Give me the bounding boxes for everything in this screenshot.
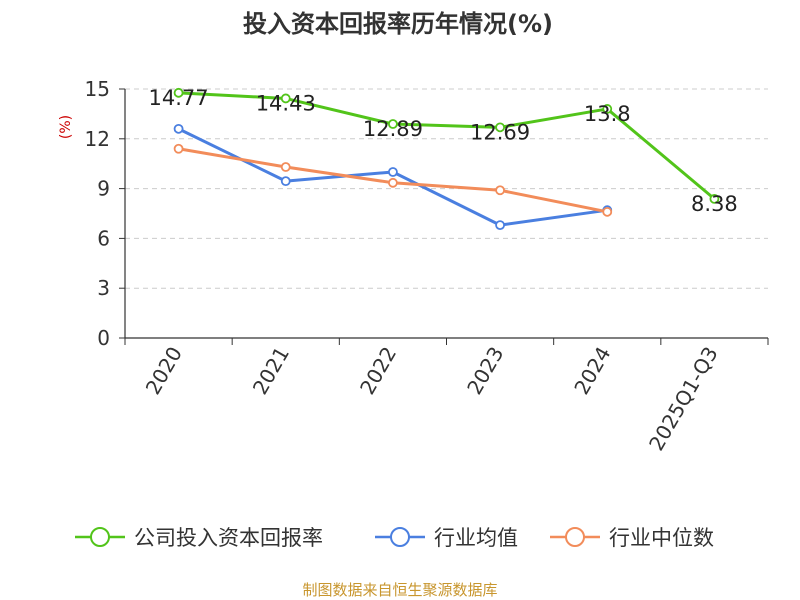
data-point [602, 206, 613, 217]
data-label: 14.43 [256, 91, 316, 115]
y-tick-label: 12 [85, 127, 110, 151]
data-point [709, 193, 720, 204]
data-point [388, 167, 398, 177]
y-tick-label: 6 [97, 226, 110, 250]
data-point [602, 104, 613, 114]
y-tick-label: 3 [97, 276, 110, 300]
data-point [173, 123, 184, 134]
x-tick-label: 2023 [462, 343, 508, 399]
y-tick-label: 9 [97, 177, 110, 201]
legend-marker [90, 527, 110, 547]
data-labels: 14.77 14.43 12.89 12.69 13.8 8.38 [149, 86, 738, 216]
series [173, 87, 720, 231]
data-label: 8.38 [691, 192, 738, 216]
legend-item: 公司投入资本回报率 [75, 526, 323, 550]
data-point [280, 176, 291, 187]
data-label: 12.69 [470, 120, 530, 144]
data-point [495, 122, 505, 133]
data-point [388, 177, 398, 188]
y-tick-label: 15 [85, 77, 110, 101]
data-label: 14.77 [149, 86, 209, 110]
y-tick-label: 0 [97, 326, 110, 350]
legend-item: 行业中位数 [550, 526, 714, 550]
legend-item: 行业均值 [375, 526, 518, 550]
x-tick-label: 2021 [248, 343, 294, 399]
x-tick-label: 2024 [569, 343, 615, 399]
data-label: 13.8 [584, 102, 631, 126]
x-tick-label: 2020 [141, 343, 187, 399]
y-axis-label: (%) [58, 115, 74, 139]
data-label: 12.89 [363, 117, 423, 141]
series-line [178, 91, 716, 201]
source-footer: 制图数据来自恒生聚源数据库 [302, 581, 497, 599]
legend-label: 行业中位数 [609, 526, 714, 550]
legend-marker [390, 527, 410, 547]
x-tick-label: 2025Q1-Q3 [644, 343, 723, 455]
data-point [173, 143, 184, 154]
legend-label: 行业均值 [434, 526, 518, 550]
data-point [495, 185, 505, 196]
legend: 公司投入资本回报率 行业均值 行业中位数 [75, 526, 714, 550]
chart-title: 投入资本回报率历年情况(%) [243, 10, 553, 38]
x-tick-label: 2022 [355, 343, 401, 399]
data-point [173, 87, 184, 98]
data-point [280, 93, 291, 104]
data-point [495, 220, 505, 231]
legend-marker [565, 527, 585, 547]
data-point [388, 119, 398, 129]
legend-label: 公司投入资本回报率 [134, 526, 323, 550]
series-line [177, 127, 608, 227]
data-point [280, 162, 291, 172]
grid [125, 88, 768, 289]
